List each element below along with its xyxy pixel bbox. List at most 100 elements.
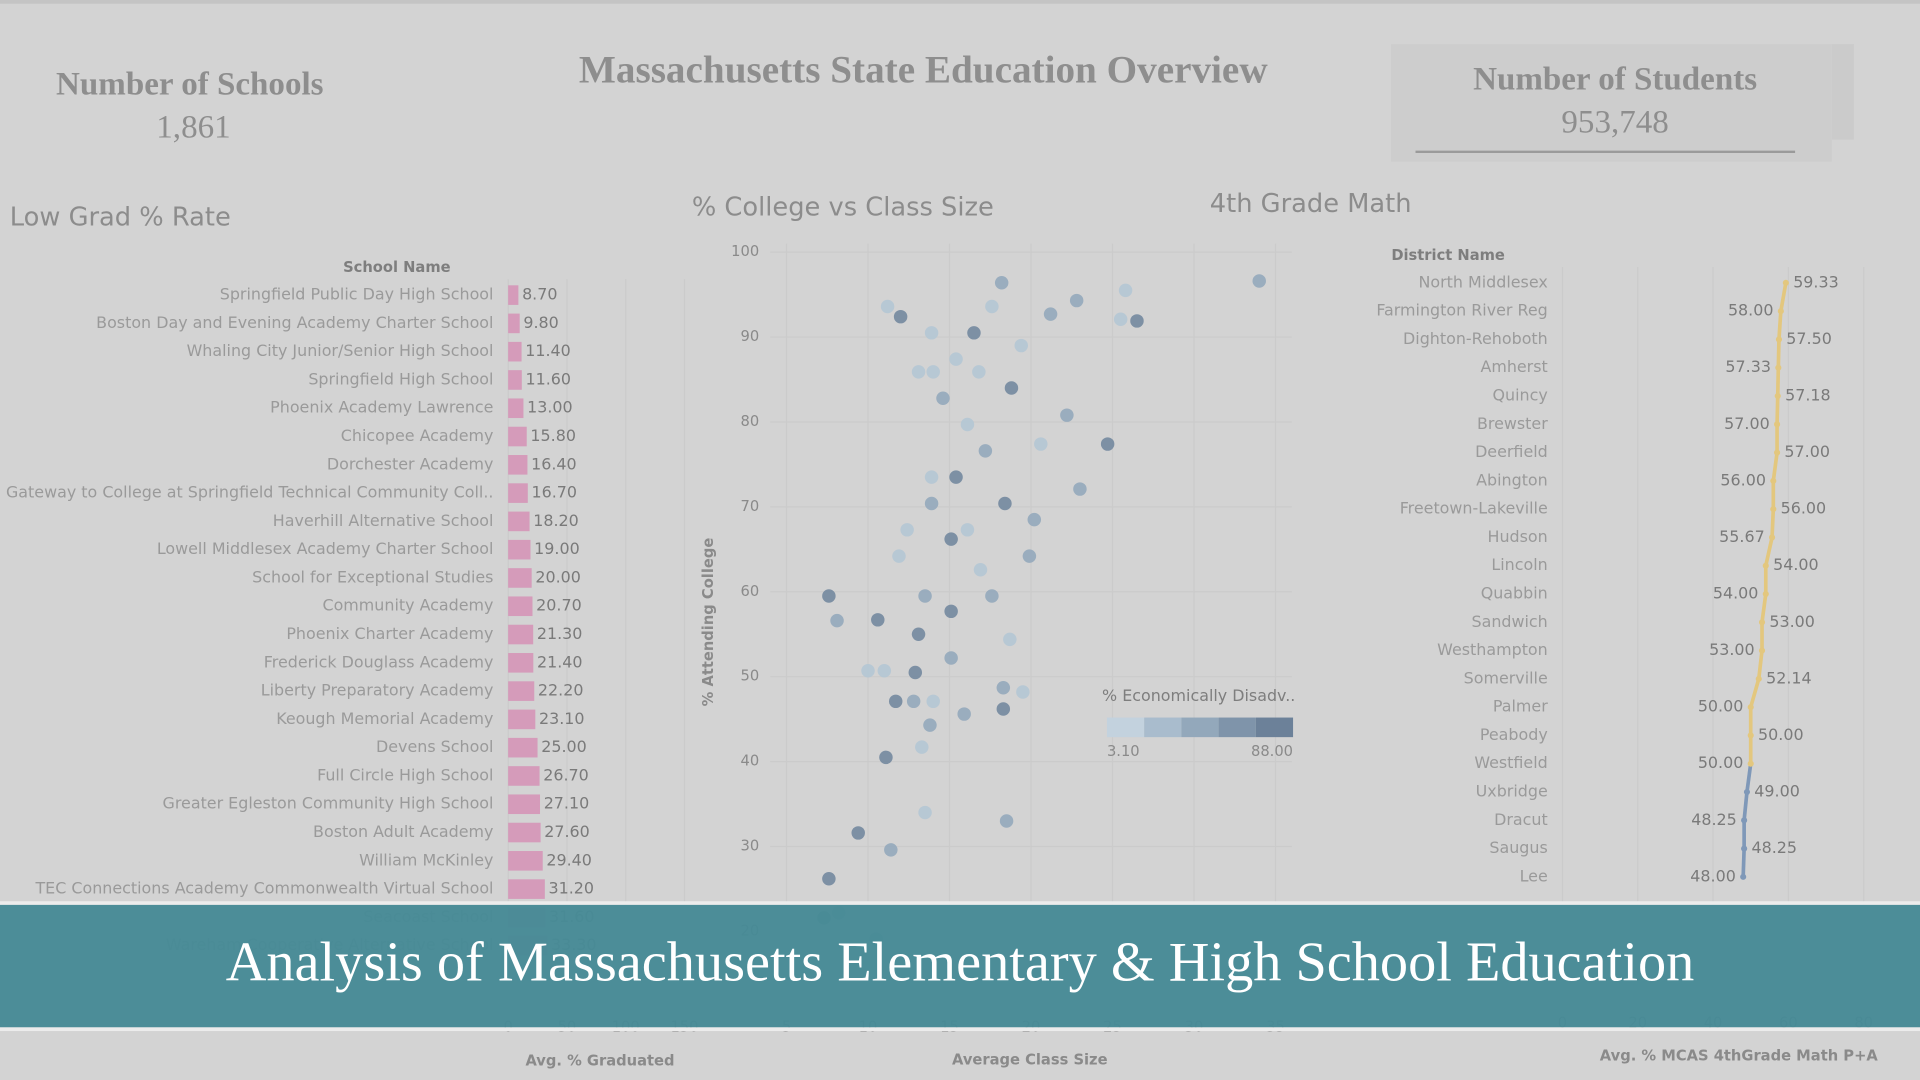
value-label: 53.00 <box>1769 612 1815 631</box>
category-label: TEC Connections Academy Commonwealth Vir… <box>34 879 493 898</box>
scatter-point <box>906 694 921 709</box>
value-label: 56.00 <box>1720 470 1766 489</box>
scatter-point <box>892 549 906 563</box>
line-segment <box>1779 282 1788 312</box>
value-label: 22.20 <box>538 681 584 700</box>
line-point <box>1762 562 1769 569</box>
scatter-point <box>1027 512 1042 527</box>
line-segment <box>1775 367 1781 397</box>
category-label: Keough Memorial Academy <box>276 709 493 728</box>
bar <box>508 624 534 645</box>
value-label: 15.80 <box>530 426 576 445</box>
legend-swatch <box>1144 717 1182 738</box>
scatter-point <box>911 627 926 641</box>
value-label: 20.00 <box>535 567 581 586</box>
value-label: 49.00 <box>1754 782 1800 801</box>
banner-group: Analysis of Massachusetts Elementary & H… <box>0 901 1920 1032</box>
scatter-point <box>1113 312 1128 326</box>
scatter-point <box>1003 632 1017 647</box>
value-label: 50.00 <box>1758 725 1804 744</box>
category-label: Lee <box>1520 866 1548 885</box>
value-label: 57.00 <box>1724 414 1770 433</box>
bar <box>508 341 522 362</box>
value-label: 8.70 <box>522 285 557 304</box>
line-point <box>1777 308 1784 315</box>
banner <box>0 904 1920 1028</box>
bar <box>508 737 538 758</box>
line-point <box>1741 817 1748 824</box>
scatter-point <box>985 589 999 603</box>
scatter-point <box>936 391 950 405</box>
scatter-point <box>880 299 895 314</box>
scatter-point <box>960 417 975 432</box>
legend-min: 3.10 <box>1107 743 1140 760</box>
line-segment <box>1775 395 1780 425</box>
category-label: Community Academy <box>322 596 493 615</box>
column-header: District Name <box>1391 247 1505 264</box>
scatter-point <box>978 444 993 458</box>
category-label: Boston Day and Evening Academy Charter S… <box>96 313 493 332</box>
category-label: Dracut <box>1494 810 1548 829</box>
line-point <box>1741 845 1748 852</box>
legend-title: % Economically Disadv.. <box>1102 686 1295 705</box>
kpi-label: Number of Schools <box>56 67 324 103</box>
bar <box>508 511 530 532</box>
scatter-point <box>879 750 893 765</box>
category-label: Saugus <box>1489 838 1547 857</box>
scatter-point <box>949 470 963 484</box>
scatter-point <box>957 707 971 721</box>
scatter-point <box>851 826 865 840</box>
scatter-point <box>900 523 914 537</box>
kpi-value: 1,861 <box>156 109 230 145</box>
bar <box>508 568 532 588</box>
value-label: 26.70 <box>543 765 589 784</box>
x-axis-title: Avg. % Graduated <box>525 1053 674 1070</box>
y-tick-label: 80 <box>740 413 759 430</box>
chart-title: Low Grad % Rate <box>10 202 231 232</box>
value-label: 19.00 <box>534 539 580 558</box>
value-label: 21.40 <box>537 652 583 671</box>
value-label: 58.00 <box>1728 301 1774 320</box>
line-segment <box>1748 678 1761 708</box>
category-label: Gateway to College at Springfield Techni… <box>6 483 494 502</box>
line-segment <box>1763 537 1774 567</box>
legend-swatch <box>1181 717 1219 738</box>
scatter-point <box>926 694 940 709</box>
scatter-point <box>888 694 903 709</box>
line-point <box>1774 421 1781 428</box>
value-label: 50.00 <box>1698 697 1744 716</box>
value-label: 48.25 <box>1691 810 1737 829</box>
value-label: 13.00 <box>527 398 573 417</box>
scatter-point <box>915 740 929 754</box>
line-point <box>1775 336 1783 343</box>
top-edge <box>0 0 1920 4</box>
scatter-point <box>996 702 1011 716</box>
bar <box>508 539 531 560</box>
category-label: Haverhill Alternative School <box>273 511 494 530</box>
value-label: 29.40 <box>546 850 592 869</box>
category-label: North Middlesex <box>1418 272 1547 291</box>
value-label: 21.30 <box>537 624 583 643</box>
bar <box>508 370 522 390</box>
kpi-box <box>1391 44 1832 162</box>
scatter-point <box>924 470 939 484</box>
line-point <box>1774 392 1781 400</box>
category-label: Westfield <box>1474 753 1547 772</box>
value-label: 57.18 <box>1785 386 1831 405</box>
bar <box>508 851 543 871</box>
kpi-label: Number of Students <box>1473 62 1757 98</box>
scatter-point <box>996 681 1011 695</box>
line-segment <box>1776 339 1781 368</box>
category-label: Lowell Middlesex Academy Charter School <box>157 539 494 558</box>
category-label: Sandwich <box>1471 612 1547 631</box>
banner-border <box>0 901 1920 905</box>
scatter-point <box>877 664 892 678</box>
category-label: Farmington River Reg <box>1376 301 1547 320</box>
category-label: Liberty Preparatory Academy <box>261 681 494 700</box>
scatter-point <box>1034 437 1048 451</box>
scatter-point <box>960 523 975 537</box>
scatter-point <box>1130 314 1144 328</box>
line-segment <box>1770 509 1776 538</box>
